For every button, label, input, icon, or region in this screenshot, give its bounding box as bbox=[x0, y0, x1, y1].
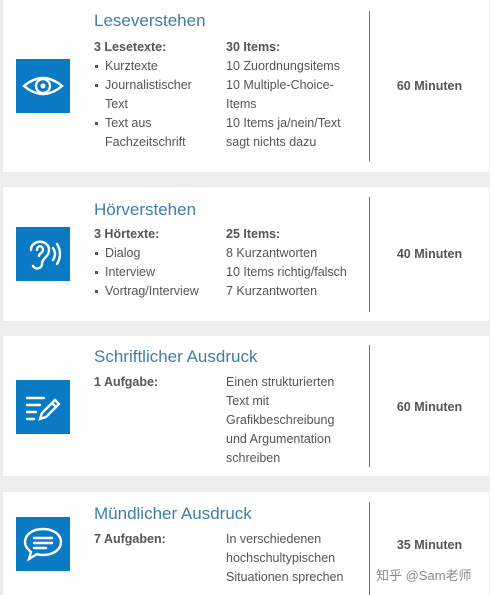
divider bbox=[369, 11, 370, 161]
list-item: 10 Multiple-Choice-Items bbox=[226, 78, 334, 111]
watermark: 知乎 @Sam老师 bbox=[376, 568, 472, 583]
items-heading: 30 Items: bbox=[226, 40, 281, 54]
writing-icon bbox=[16, 380, 70, 434]
duration: 40 Minuten bbox=[396, 247, 463, 261]
section-title: Leseverstehen bbox=[94, 11, 206, 30]
section-title: Hörverstehen bbox=[94, 200, 197, 219]
list-item: Vortrag/Interview bbox=[94, 282, 214, 301]
texts-heading: 3 Hörtexte: bbox=[94, 227, 160, 241]
section-title: Schriftlicher Ausdruck bbox=[94, 347, 258, 366]
list-item: 10 Items richtig/falsch bbox=[226, 265, 347, 279]
section-title: Mündlicher Ausdruck bbox=[94, 504, 252, 523]
texts-heading: 3 Lesetexte: bbox=[94, 40, 167, 54]
speech-bubble-icon bbox=[16, 517, 70, 571]
task-description: In verschiedenen hochschultypischen Situ… bbox=[226, 532, 344, 584]
eye-icon bbox=[16, 59, 70, 113]
list-item: Dialog bbox=[94, 244, 214, 263]
list-item: Text aus Fachzeitschrift bbox=[94, 114, 214, 152]
divider bbox=[369, 345, 370, 467]
list-item: Interview bbox=[94, 263, 214, 282]
duration: 60 Minuten bbox=[396, 400, 463, 414]
section-muendlicher-ausdruck: Mündlicher Ausdruck 7 Aufgaben: In versc… bbox=[3, 492, 489, 595]
list-item: Kurztexte bbox=[94, 57, 214, 76]
divider bbox=[369, 502, 370, 595]
section-leseverstehen: Leseverstehen 3 Lesetexte: Kurztexte Jou… bbox=[3, 0, 489, 172]
duration: 35 Minuten bbox=[396, 538, 463, 552]
list-item: 8 Kurzantworten bbox=[226, 246, 318, 260]
task-description: Einen strukturierten Text mit Grafikbesc… bbox=[226, 375, 335, 465]
divider bbox=[369, 197, 370, 312]
list-item: 10 Items ja/nein/Text sagt nichts dazu bbox=[226, 116, 341, 149]
list-item: 10 Zuordnungsitems bbox=[226, 59, 340, 73]
list-item: 7 Kurzantworten bbox=[226, 284, 318, 298]
texts-column: 3 Lesetexte: Kurztexte Journalistischer … bbox=[94, 38, 214, 152]
task-heading: 1 Aufgabe: bbox=[94, 375, 159, 389]
items-column: 25 Items: 8 Kurzantworten 10 Items richt… bbox=[226, 225, 358, 301]
task-column: 1 Aufgabe: bbox=[94, 373, 214, 392]
section-hoerverstehen: Hörverstehen 3 Hörtexte: Dialog Intervie… bbox=[3, 187, 489, 321]
items-heading: 25 Items: bbox=[226, 227, 281, 241]
texts-column: 3 Hörtexte: Dialog Interview Vortrag/Int… bbox=[94, 225, 214, 301]
items-column: 30 Items: 10 Zuordnungsitems 10 Multiple… bbox=[226, 38, 358, 152]
section-schriftlicher-ausdruck: Schriftlicher Ausdruck 1 Aufgabe: Einen … bbox=[3, 336, 489, 476]
task-heading: 7 Aufgaben: bbox=[94, 532, 166, 546]
ear-icon bbox=[16, 227, 70, 281]
list-item: Journalistischer Text bbox=[94, 76, 214, 114]
task-column: 7 Aufgaben: bbox=[94, 530, 214, 549]
duration: 60 Minuten bbox=[396, 79, 463, 93]
